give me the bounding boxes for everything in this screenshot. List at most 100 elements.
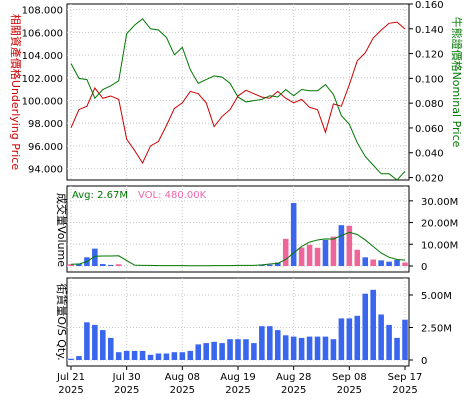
left-axis-label-volume: 成交量Volume <box>55 193 69 267</box>
outstanding-qty-bar <box>195 344 202 360</box>
y-tick-label-left: 94.000 <box>28 165 63 176</box>
outstanding-qty-bar <box>259 326 265 360</box>
left-axis-label-price: 相關資產價格Underlying Price <box>9 14 23 170</box>
outstanding-qty-bar <box>227 339 233 360</box>
volume-bar <box>338 225 345 266</box>
volume-bar <box>298 247 305 266</box>
outstanding-qty-bar <box>330 339 337 360</box>
volume-bar <box>322 239 329 266</box>
volume-bar <box>290 203 297 266</box>
volume-bar <box>68 264 74 266</box>
y-tick-label-right: 0 <box>421 356 427 367</box>
x-tick-label-date: Jul 30 <box>112 372 141 383</box>
outstanding-qty-bar <box>346 318 353 360</box>
y-tick-label-right: 0.040 <box>415 149 444 160</box>
outstanding-qty-bar <box>131 350 138 360</box>
outstanding-qty-bar <box>123 350 130 360</box>
outstanding-qty-bar <box>211 341 217 360</box>
outstanding-qty-bar <box>370 289 376 360</box>
outstanding-qty-bar <box>274 330 281 360</box>
outstanding-qty-bar <box>179 352 186 360</box>
legend-vol: VOL: 480.00K <box>138 190 207 201</box>
x-tick-label-date: Aug 28 <box>276 372 311 383</box>
y-tick-label-left: 98.000 <box>28 119 63 130</box>
x-tick-label-year: 2025 <box>170 385 195 396</box>
outstanding-qty-panel: 5.00M 2.50M 0 Jul 21 2025 Jul 30 2025 Aug 08 202… <box>56 277 452 396</box>
y-tick-label-right: 0.080 <box>415 99 444 110</box>
y-tick-label-left: 100.000 <box>22 97 63 108</box>
series-line-nominal-price <box>70 18 406 181</box>
y-tick-label-right: 5.00M <box>421 291 452 302</box>
y-tick-label-right: 20.00M <box>421 219 458 230</box>
outstanding-qty-bar <box>187 350 194 360</box>
y-tick-label-left: 106.000 <box>22 28 63 39</box>
volume-bar <box>386 261 392 266</box>
x-tick-label-year: 2025 <box>114 385 139 396</box>
outstanding-qty-bar <box>203 343 209 360</box>
y-tick-label-right: 10.00M <box>421 240 458 251</box>
y-tick-label-right: 0.160 <box>415 0 444 11</box>
x-tick-label-year: 2025 <box>225 385 250 396</box>
outstanding-qty-bar <box>402 319 408 360</box>
x-tick-label-year: 2025 <box>392 385 417 396</box>
outstanding-qty-bar <box>171 352 178 360</box>
y-tick-label-right: 0.020 <box>415 174 444 185</box>
outstanding-qty-bar <box>290 336 297 360</box>
outstanding-qty-bar <box>251 343 257 360</box>
x-tick-label-year: 2025 <box>337 385 362 396</box>
x-tick-label-date: Sep 17 <box>388 372 423 383</box>
outstanding-qty-bar <box>76 356 82 360</box>
legend-avg: Avg: 2.67M <box>72 190 128 201</box>
volume-bar <box>394 259 400 266</box>
outstanding-qty-bar <box>115 352 122 360</box>
outstanding-qty-bar <box>354 315 361 360</box>
volume-bar <box>267 264 273 266</box>
volume-bar <box>76 263 82 266</box>
outstanding-qty-bar <box>155 353 162 360</box>
right-axis-label-nominal: 牛熊證價格Nominal Price <box>450 17 464 148</box>
outstanding-qty-bar <box>306 336 313 360</box>
volume-bar <box>306 244 313 266</box>
volume-bar <box>362 257 369 266</box>
outstanding-qty-bar <box>84 322 90 360</box>
volume-bar <box>282 238 289 266</box>
y-tick-label-right: 0.060 <box>415 124 444 135</box>
x-tick-label-date: Sep 08 <box>332 372 367 383</box>
outstanding-qty-bar <box>235 339 241 360</box>
outstanding-qty-bar <box>68 358 74 360</box>
volume-panel: 30.00M 20.00M 10.00M 0 <box>66 185 458 273</box>
y-tick-label-right: 0.140 <box>415 25 444 36</box>
outstanding-qty-bar <box>282 335 289 360</box>
volume-bar <box>330 236 337 266</box>
volume-bar <box>354 249 361 266</box>
x-tick-label-date: Jul 21 <box>56 372 85 383</box>
volume-bar <box>115 264 122 266</box>
volume-bar <box>402 262 408 266</box>
volume-bar <box>92 248 98 266</box>
outstanding-qty-bar <box>100 330 106 360</box>
y-tick-label-right: 0 <box>421 262 427 273</box>
y-tick-label-right: 0.100 <box>415 74 444 85</box>
y-tick-label-left: 96.000 <box>28 142 63 153</box>
x-tick-label-date: Aug 19 <box>220 372 255 383</box>
outstanding-qty-bar <box>163 353 170 360</box>
volume-bar <box>378 260 384 266</box>
outstanding-qty-bar <box>139 350 146 360</box>
volume-bar <box>274 262 281 266</box>
x-tick-label-year: 2025 <box>58 385 83 396</box>
outstanding-qty-bar <box>243 339 249 360</box>
left-axis-label-outstanding-qty: 街貨量O/S Qty. <box>55 283 69 360</box>
outstanding-qty-bar <box>314 336 321 360</box>
outstanding-qty-bar <box>298 337 305 360</box>
outstanding-qty-bar <box>394 337 400 360</box>
x-tick-label-year: 2025 <box>281 385 306 396</box>
outstanding-qty-bar <box>386 324 392 360</box>
outstanding-qty-bar <box>267 326 273 360</box>
outstanding-qty-bar <box>378 314 384 360</box>
outstanding-qty-bar <box>147 354 154 360</box>
outstanding-qty-bar <box>338 318 345 360</box>
y-tick-label-right: 0.120 <box>415 50 444 61</box>
y-tick-label-left: 108.000 <box>22 6 63 17</box>
outstanding-qty-bar <box>362 293 369 360</box>
